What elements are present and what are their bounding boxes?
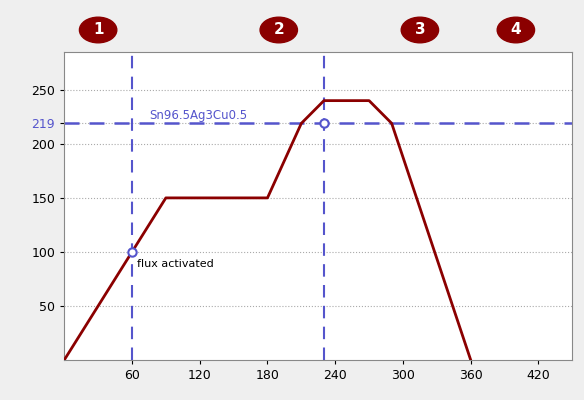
Text: 4: 4 <box>510 22 521 38</box>
Text: 2: 2 <box>273 22 284 38</box>
Text: 3: 3 <box>415 22 425 38</box>
Text: Sn96.5Ag3Cu0.5: Sn96.5Ag3Cu0.5 <box>149 109 247 122</box>
Text: 1: 1 <box>93 22 103 38</box>
Text: flux activated: flux activated <box>137 259 213 269</box>
